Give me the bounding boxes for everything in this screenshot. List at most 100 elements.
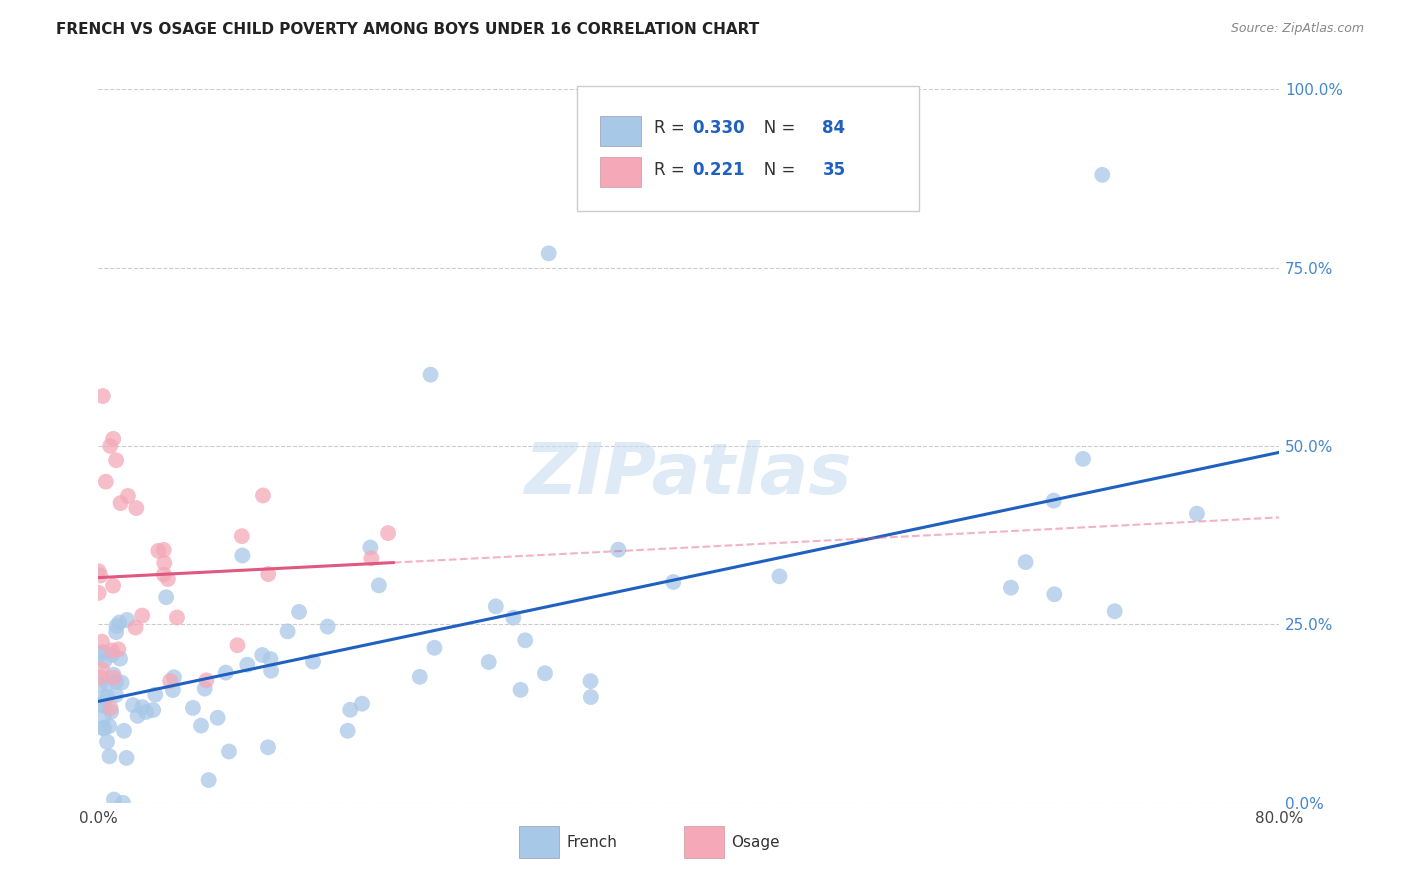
Point — [100, 705, 122, 719]
Point — [135, 705, 157, 719]
Point — [93, 654, 115, 668]
Point — [96, 676, 118, 690]
Point — [579, 690, 602, 704]
Point — [662, 574, 685, 589]
Point — [105, 625, 128, 640]
Text: FRENCH VS OSAGE CHILD POVERTY AMONG BOYS UNDER 16 CORRELATION CHART: FRENCH VS OSAGE CHILD POVERTY AMONG BOYS… — [56, 22, 759, 37]
Point — [768, 569, 790, 583]
Point — [152, 542, 174, 557]
Point — [336, 723, 359, 738]
Point — [1091, 168, 1114, 182]
Point — [111, 796, 134, 810]
Point — [105, 619, 128, 633]
Point — [143, 688, 166, 702]
Point — [377, 526, 399, 541]
Point — [257, 740, 280, 755]
Point — [1071, 451, 1094, 466]
Point — [148, 544, 170, 558]
Point — [98, 439, 121, 453]
Text: N =: N = — [748, 161, 800, 178]
Point — [509, 682, 531, 697]
Point — [93, 690, 115, 705]
Point — [103, 432, 125, 446]
Point — [367, 578, 389, 592]
FancyBboxPatch shape — [685, 826, 724, 858]
Point — [115, 613, 138, 627]
Text: 0.221: 0.221 — [693, 161, 745, 178]
Point — [100, 701, 122, 715]
Text: 0.330: 0.330 — [693, 120, 745, 137]
Point — [195, 673, 218, 688]
Point — [112, 723, 135, 738]
Point — [231, 549, 253, 563]
Point — [107, 642, 129, 657]
Point — [110, 496, 132, 510]
Point — [537, 246, 560, 260]
Text: 35: 35 — [823, 161, 845, 178]
Point — [478, 655, 501, 669]
Point — [93, 710, 115, 724]
Text: Osage: Osage — [731, 835, 780, 849]
Point — [91, 698, 114, 713]
Text: French: French — [567, 835, 617, 849]
Point — [360, 551, 382, 566]
Point — [359, 541, 381, 555]
Point — [218, 745, 240, 759]
Point — [96, 735, 118, 749]
Point — [250, 648, 273, 662]
Point — [607, 542, 630, 557]
Point — [156, 572, 179, 586]
Point — [96, 690, 118, 704]
Point — [339, 703, 361, 717]
Point — [236, 657, 259, 672]
Point — [181, 701, 204, 715]
Point — [87, 586, 110, 600]
Point — [579, 674, 602, 689]
Point — [91, 662, 114, 676]
Point — [1014, 555, 1036, 569]
Point — [1104, 604, 1126, 618]
Point — [142, 703, 165, 717]
Point — [90, 670, 112, 684]
Point — [153, 556, 176, 570]
Point — [105, 453, 128, 467]
Point — [131, 700, 153, 714]
Point — [350, 697, 373, 711]
Point — [190, 718, 212, 732]
Point — [252, 488, 274, 502]
FancyBboxPatch shape — [600, 116, 641, 145]
Point — [115, 751, 138, 765]
Point — [104, 688, 127, 702]
Text: N =: N = — [748, 120, 800, 137]
Point — [419, 368, 441, 382]
Point — [155, 591, 177, 605]
Text: R =: R = — [654, 120, 689, 137]
Point — [101, 579, 124, 593]
Point — [98, 719, 121, 733]
Point — [502, 610, 524, 624]
Text: Source: ZipAtlas.com: Source: ZipAtlas.com — [1230, 22, 1364, 36]
Point — [98, 749, 121, 764]
Point — [226, 638, 249, 652]
Point — [215, 665, 238, 680]
Point — [110, 675, 132, 690]
Point — [231, 529, 253, 543]
FancyBboxPatch shape — [600, 157, 641, 187]
Point — [166, 610, 188, 624]
Point — [534, 666, 557, 681]
Point — [259, 652, 281, 666]
Point — [260, 664, 283, 678]
Point — [124, 621, 146, 635]
Point — [1185, 507, 1208, 521]
Point — [1042, 493, 1064, 508]
Point — [207, 711, 229, 725]
Point — [91, 389, 114, 403]
Point — [485, 599, 508, 614]
Point — [163, 670, 186, 684]
Point — [108, 651, 131, 665]
Text: 84: 84 — [823, 120, 845, 137]
Point — [288, 605, 311, 619]
Point — [91, 721, 114, 735]
Point — [103, 671, 125, 685]
FancyBboxPatch shape — [519, 826, 560, 858]
